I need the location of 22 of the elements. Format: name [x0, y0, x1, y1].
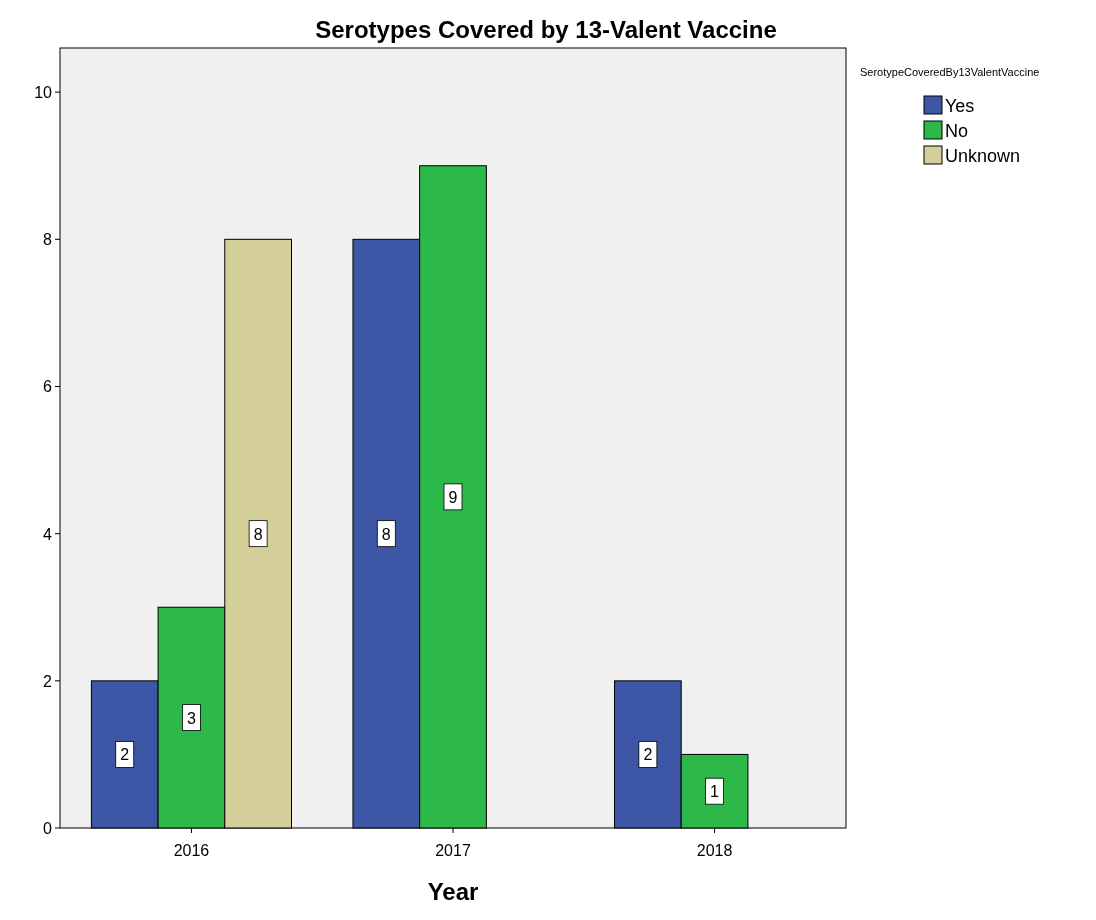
data-label: 9 — [448, 488, 458, 506]
chart-title: Serotypes Covered by 13-Valent Vaccine — [315, 16, 777, 43]
data-label: 3 — [186, 709, 196, 727]
data-label: 8 — [381, 525, 391, 543]
data-label: 2 — [643, 746, 653, 764]
x-tick-label: 2017 — [435, 842, 471, 859]
legend-label: Yes — [945, 96, 975, 116]
legend-label: Unknown — [945, 146, 1021, 166]
data-label: 2 — [120, 746, 130, 764]
data-label: 8 — [253, 525, 263, 543]
y-tick-label: 10 — [34, 84, 53, 102]
legend-label: No — [945, 121, 969, 141]
x-axis-title: Year — [427, 878, 479, 905]
y-tick-label: 8 — [43, 231, 53, 249]
y-tick-label: 4 — [43, 525, 53, 543]
y-tick-label: 0 — [43, 820, 53, 837]
y-tick-label: 6 — [43, 378, 53, 396]
data-label: 1 — [710, 783, 720, 801]
y-tick-label: 2 — [43, 672, 53, 690]
x-tick-label: 2016 — [173, 842, 210, 859]
x-tick-label: 2018 — [696, 842, 733, 859]
legend-title: SerotypeCoveredBy13ValentVaccine — [860, 66, 1040, 78]
